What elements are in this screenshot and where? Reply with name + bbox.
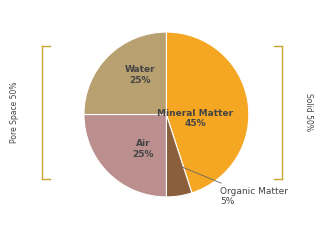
Wedge shape [84,114,166,197]
Text: Organic Matter
5%: Organic Matter 5% [181,167,288,207]
Text: Air
25%: Air 25% [132,139,154,159]
Wedge shape [84,32,166,114]
Text: Solid 50%: Solid 50% [304,93,313,131]
Wedge shape [166,32,249,193]
Text: Water
25%: Water 25% [125,65,155,85]
Text: Pore Space 50%: Pore Space 50% [10,82,19,143]
Wedge shape [166,114,192,197]
Text: Mineral Matter
45%: Mineral Matter 45% [157,109,233,128]
